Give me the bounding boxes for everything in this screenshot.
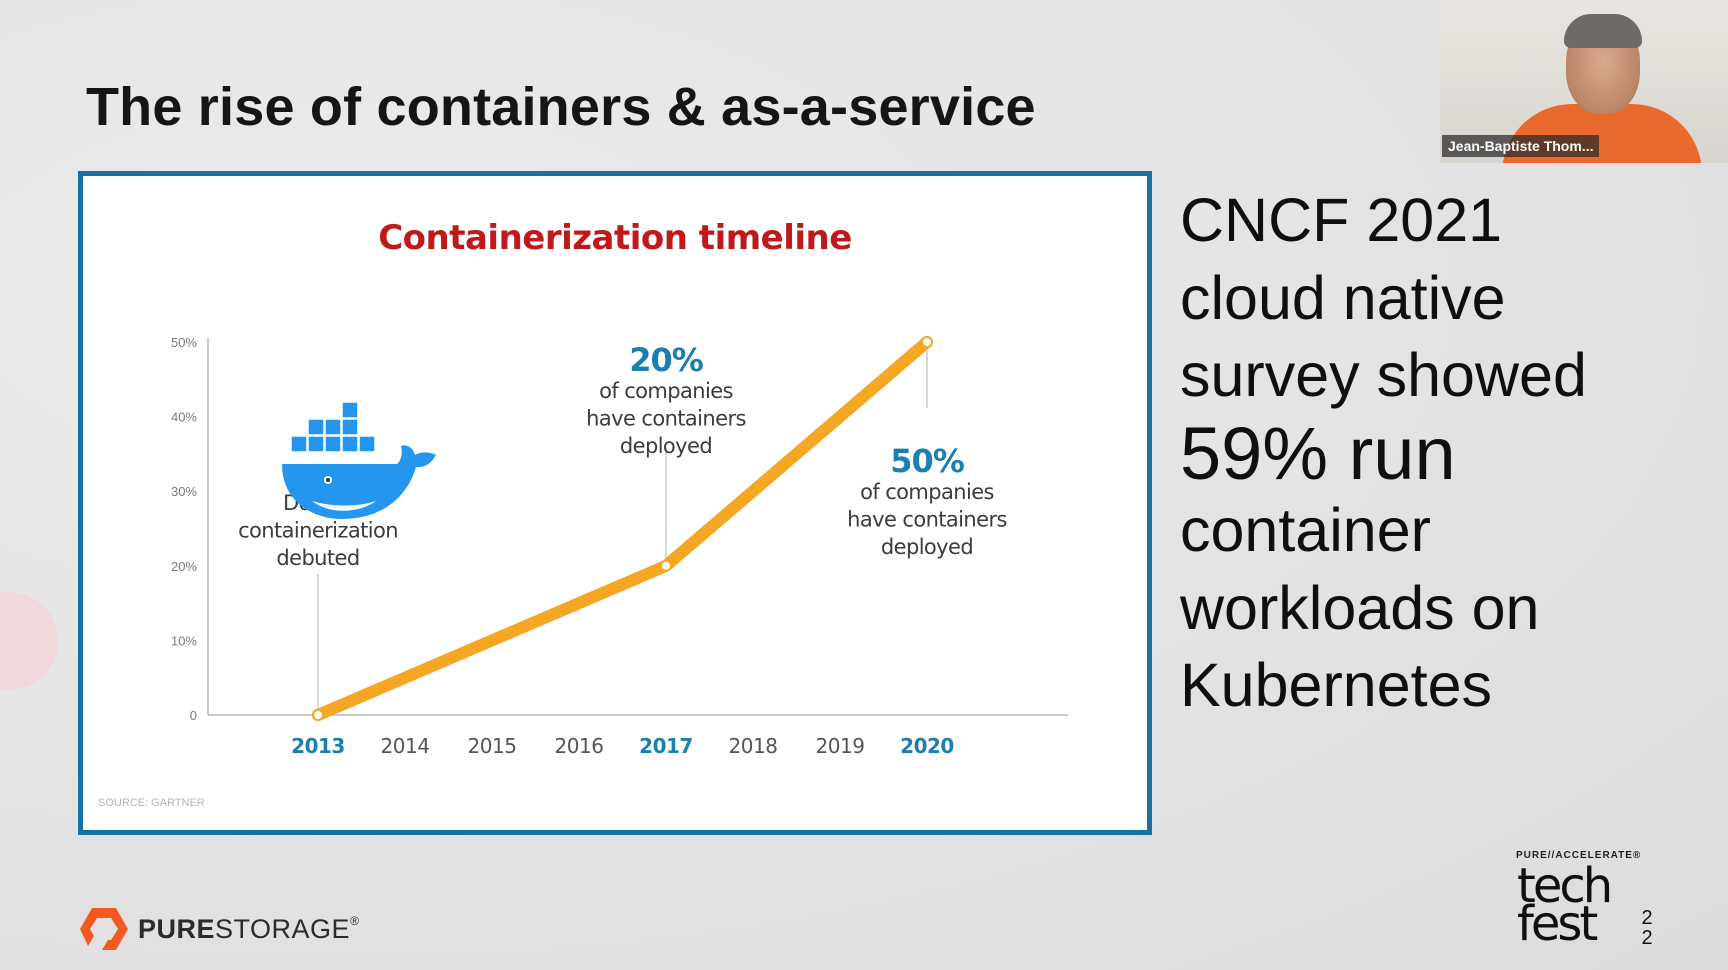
containerization-chart: Containerization timeline 0 10% 20% 30% 40% 50… [98,218,1068,809]
speaker-video-tile[interactable]: Jean-Baptiste Thom... [1440,0,1728,163]
annotation-value: 20% [629,341,704,379]
annotation-text: debuted [276,546,359,570]
y-tick-label: 20% [171,559,197,574]
stat-line: Kubernetes [1180,651,1492,719]
purestorage-logo-icon [80,908,128,950]
y-tick-label: 0 [190,708,197,723]
y-tick-label: 10% [171,633,197,648]
speaker-name-label: Jean-Baptiste Thom... [1442,135,1600,157]
x-tick-label: 2013 [291,734,345,758]
stat-line: workloads on [1180,573,1540,642]
annotation-text: deployed [881,535,973,559]
survey-statement: CNCF 2021 cloud native survey showed 59%… [1180,182,1700,725]
slide-title: The rise of containers & as-a-service [86,77,1036,137]
annotation-text: of companies [599,379,733,403]
chart-panel: Containerization timeline 0 10% 20% 30% 40% 50… [78,171,1152,835]
event-word-fest: fest [1517,896,1598,952]
annotation-text: deployed [620,434,712,458]
annotation-text: have containers [847,508,1007,532]
x-tick-label: 2015 [468,734,517,758]
x-tick-label: 2014 [381,734,430,758]
chart-source: SOURCE: GARTNER [98,797,205,809]
docker-whale-icon [282,401,436,519]
event-supertitle: PURE//ACCELERATE® [1516,850,1642,861]
data-point [660,559,672,572]
annotation-text: containerization [238,519,398,543]
chart-title: Containerization timeline [378,218,852,258]
annotation-text: of companies [860,480,994,504]
annotation-text: have containers [586,407,746,431]
x-tick-label: 2019 [816,734,865,758]
pure-storage-logo: PURESTORAGE® [78,906,359,952]
stat-line: cloud native [1180,263,1506,332]
x-tick-label: 2017 [639,734,693,758]
stat-line: CNCF 2021 [1180,186,1503,254]
x-tick-label: 2020 [900,734,954,758]
y-tick-label: 30% [171,484,197,499]
annotation-value: 50% [890,442,965,480]
data-point [921,336,933,348]
decorative-circle [0,592,58,690]
stat-line: container [1180,496,1431,564]
y-tick-label: 40% [171,410,197,425]
x-tick-label: 2016 [555,734,604,758]
stat-line: survey showed [1180,341,1587,409]
event-word-tech: tech [1517,858,1613,914]
speaker-hair [1564,14,1642,48]
y-tick-label: 50% [171,335,197,350]
x-tick-label: 2018 [729,734,778,758]
data-point [312,709,324,721]
brand-wordmark: PURESTORAGE® [138,913,360,944]
stat-line-highlight: 59% run [1180,411,1456,495]
